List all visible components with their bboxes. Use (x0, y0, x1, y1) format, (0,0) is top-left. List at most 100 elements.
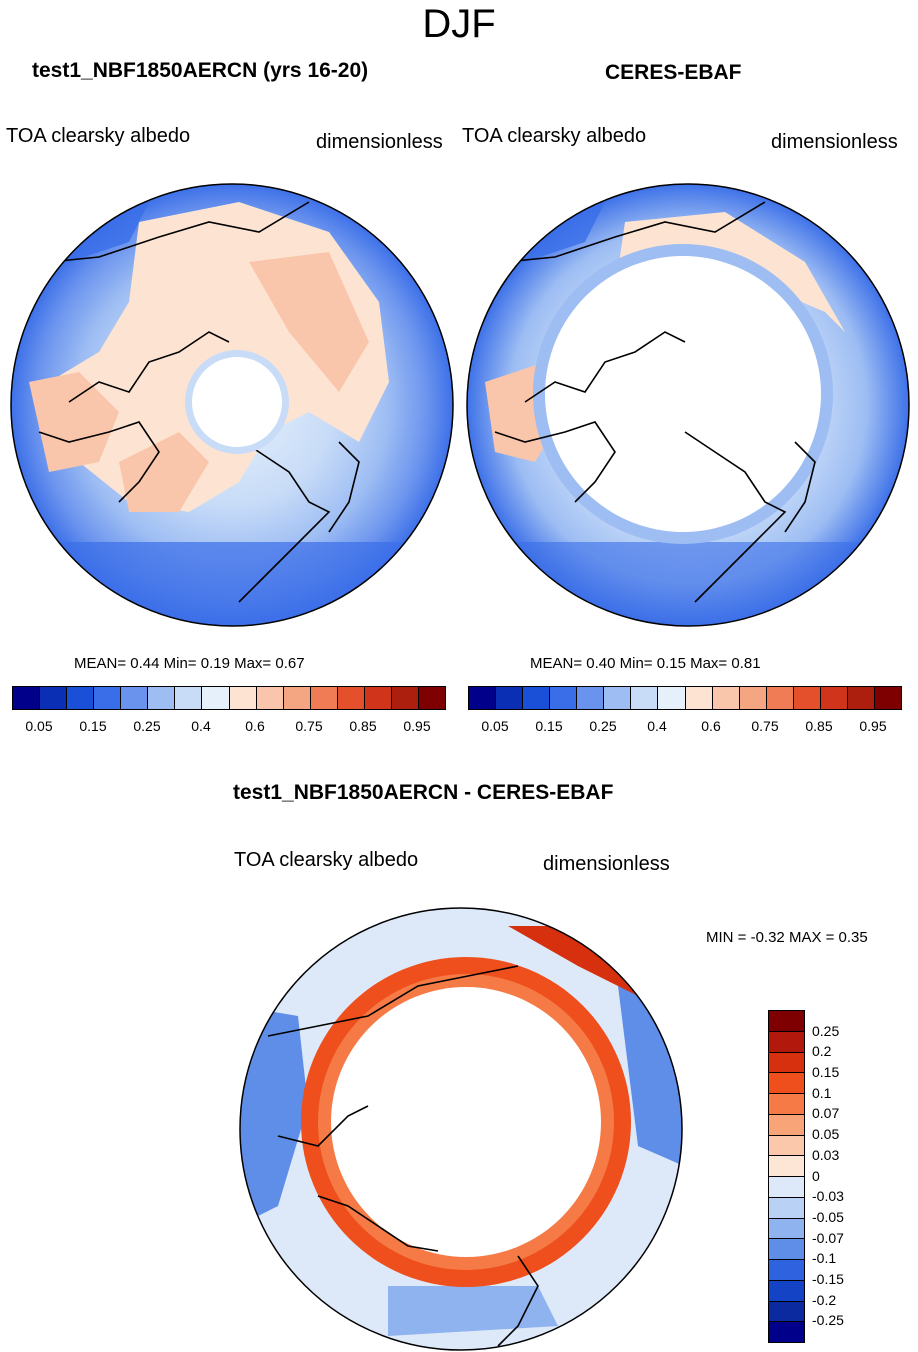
colorbar-tick-label: 0.2 (812, 1043, 832, 1060)
colorbar-swatch (769, 1011, 804, 1032)
colorbar-swatch (148, 687, 176, 709)
neg-anomaly-1 (240, 1006, 308, 1226)
colorbar-swatch (13, 687, 41, 709)
colorbar-swatch (739, 687, 767, 709)
colorbar-tick-label: 0.05 (481, 718, 509, 734)
diff-stats: MIN = -0.32 MAX = 0.35 (706, 929, 868, 946)
colorbar-swatch (604, 687, 632, 709)
colorbar-tick-label: 0.15 (812, 1064, 840, 1081)
colorbar-tick-label: 0.05 (812, 1126, 840, 1143)
colorbar-tick-label: 0.15 (535, 718, 563, 734)
coastline (267, 965, 539, 1347)
colorbar-tick-label: -0.05 (812, 1208, 844, 1225)
colorbar-swatch (766, 687, 794, 709)
colorbar-swatch (769, 1177, 804, 1198)
model-panel-title: test1_NBF1850AERCN (yrs 16-20) (32, 59, 369, 82)
colorbar-tick-label: 0.25 (133, 718, 161, 734)
colorbar-swatch (769, 1260, 804, 1281)
colorbar-tick-label: -0.15 (812, 1270, 844, 1287)
colorbar-tick-label: 0.25 (812, 1022, 840, 1039)
colorbar-tick-label: 0.75 (295, 718, 323, 734)
neg-anomaly-3 (388, 1286, 558, 1336)
colorbar-tick-label: 0 (812, 1167, 820, 1184)
colorbar-tick-label: -0.1 (812, 1250, 837, 1267)
model-polar-map (10, 183, 454, 627)
colorbar-swatch (256, 687, 284, 709)
colorbar-tick-label: -0.03 (812, 1188, 844, 1205)
obs-colorbar (468, 686, 902, 710)
colorbar-swatch (874, 687, 901, 709)
colorbar-tick-label: 0.1 (812, 1084, 832, 1101)
colorbar-tick-label: 0.6 (701, 718, 721, 734)
colorbar-tick-label: 0.75 (751, 718, 779, 734)
colorbar-tick-label: 0.85 (349, 718, 377, 734)
colorbar-swatch (469, 687, 497, 709)
diff-variable-label: TOA clearsky albedo (234, 849, 419, 871)
colorbar-swatch (523, 687, 551, 709)
colorbar-swatch (337, 687, 365, 709)
colorbar-tick-label: 0.4 (191, 718, 211, 734)
colorbar-swatch (769, 1197, 804, 1219)
colorbar-swatch (712, 687, 740, 709)
colorbar-tick-label: 0.07 (812, 1105, 840, 1122)
diff-colorbar (768, 1010, 805, 1343)
ice-field-3 (119, 432, 209, 512)
obs-stats: MEAN= 0.40 Min= 0.15 Max= 0.81 (530, 655, 761, 672)
colorbar-swatch (769, 1322, 804, 1342)
model-variable-label: TOA clearsky albedo (6, 125, 191, 147)
colorbar-swatch (769, 1218, 804, 1240)
colorbar-swatch (658, 687, 686, 709)
colorbar-swatch (229, 687, 257, 709)
colorbar-swatch (550, 687, 578, 709)
colorbar-swatch (67, 687, 95, 709)
ice-field-4 (249, 252, 369, 392)
colorbar-swatch (769, 1052, 804, 1074)
colorbar-tick-label: 0.03 (812, 1146, 840, 1163)
colorbar-swatch (820, 687, 848, 709)
colorbar-swatch (121, 687, 149, 709)
model-stats: MEAN= 0.44 Min= 0.19 Max= 0.67 (74, 655, 305, 672)
season-title: DJF (422, 2, 496, 46)
colorbar-swatch (496, 687, 524, 709)
colorbar-tick-label: 0.25 (589, 718, 617, 734)
obs-units-label: dimensionless (771, 131, 898, 153)
colorbar-swatch (418, 687, 445, 709)
colorbar-tick-label: 0.05 (25, 718, 53, 734)
colorbar-tick-label: 0.6 (245, 718, 265, 734)
colorbar-swatch (391, 687, 419, 709)
coastline (494, 201, 816, 603)
obs-variable-label: TOA clearsky albedo (462, 125, 647, 147)
colorbar-swatch (577, 687, 605, 709)
colorbar-swatch (769, 1073, 804, 1094)
obs-panel-title: CERES-EBAF (605, 61, 742, 84)
diff-panel-title: test1_NBF1850AERCN - CERES-EBAF (233, 781, 614, 804)
colorbar-swatch (847, 687, 875, 709)
ocean-band (467, 542, 909, 626)
colorbar-tick-label: 0.95 (403, 718, 431, 734)
colorbar-swatch (364, 687, 392, 709)
colorbar-swatch (769, 1031, 804, 1053)
model-colorbar (12, 686, 446, 710)
coastline (38, 201, 360, 603)
colorbar-swatch (175, 687, 203, 709)
colorbar-swatch (310, 687, 338, 709)
colorbar-tick-label: 0.4 (647, 718, 667, 734)
obs-polar-map (466, 183, 910, 627)
colorbar-tick-label: 0.15 (79, 718, 107, 734)
colorbar-swatch (769, 1280, 804, 1302)
colorbar-tick-label: -0.2 (812, 1291, 837, 1308)
diff-polar-map (239, 907, 683, 1351)
colorbar-swatch (769, 1156, 804, 1177)
colorbar-swatch (202, 687, 230, 709)
colorbar-swatch (685, 687, 713, 709)
colorbar-swatch (40, 687, 68, 709)
colorbar-swatch (769, 1114, 804, 1136)
colorbar-tick-label: -0.07 (812, 1229, 844, 1246)
ocean-band (11, 542, 453, 626)
colorbar-tick-label: -0.25 (812, 1312, 844, 1329)
colorbar-swatch (283, 687, 311, 709)
colorbar-swatch (769, 1239, 804, 1260)
model-units-label: dimensionless (316, 131, 443, 153)
colorbar-swatch (769, 1301, 804, 1323)
colorbar-swatch (769, 1135, 804, 1157)
